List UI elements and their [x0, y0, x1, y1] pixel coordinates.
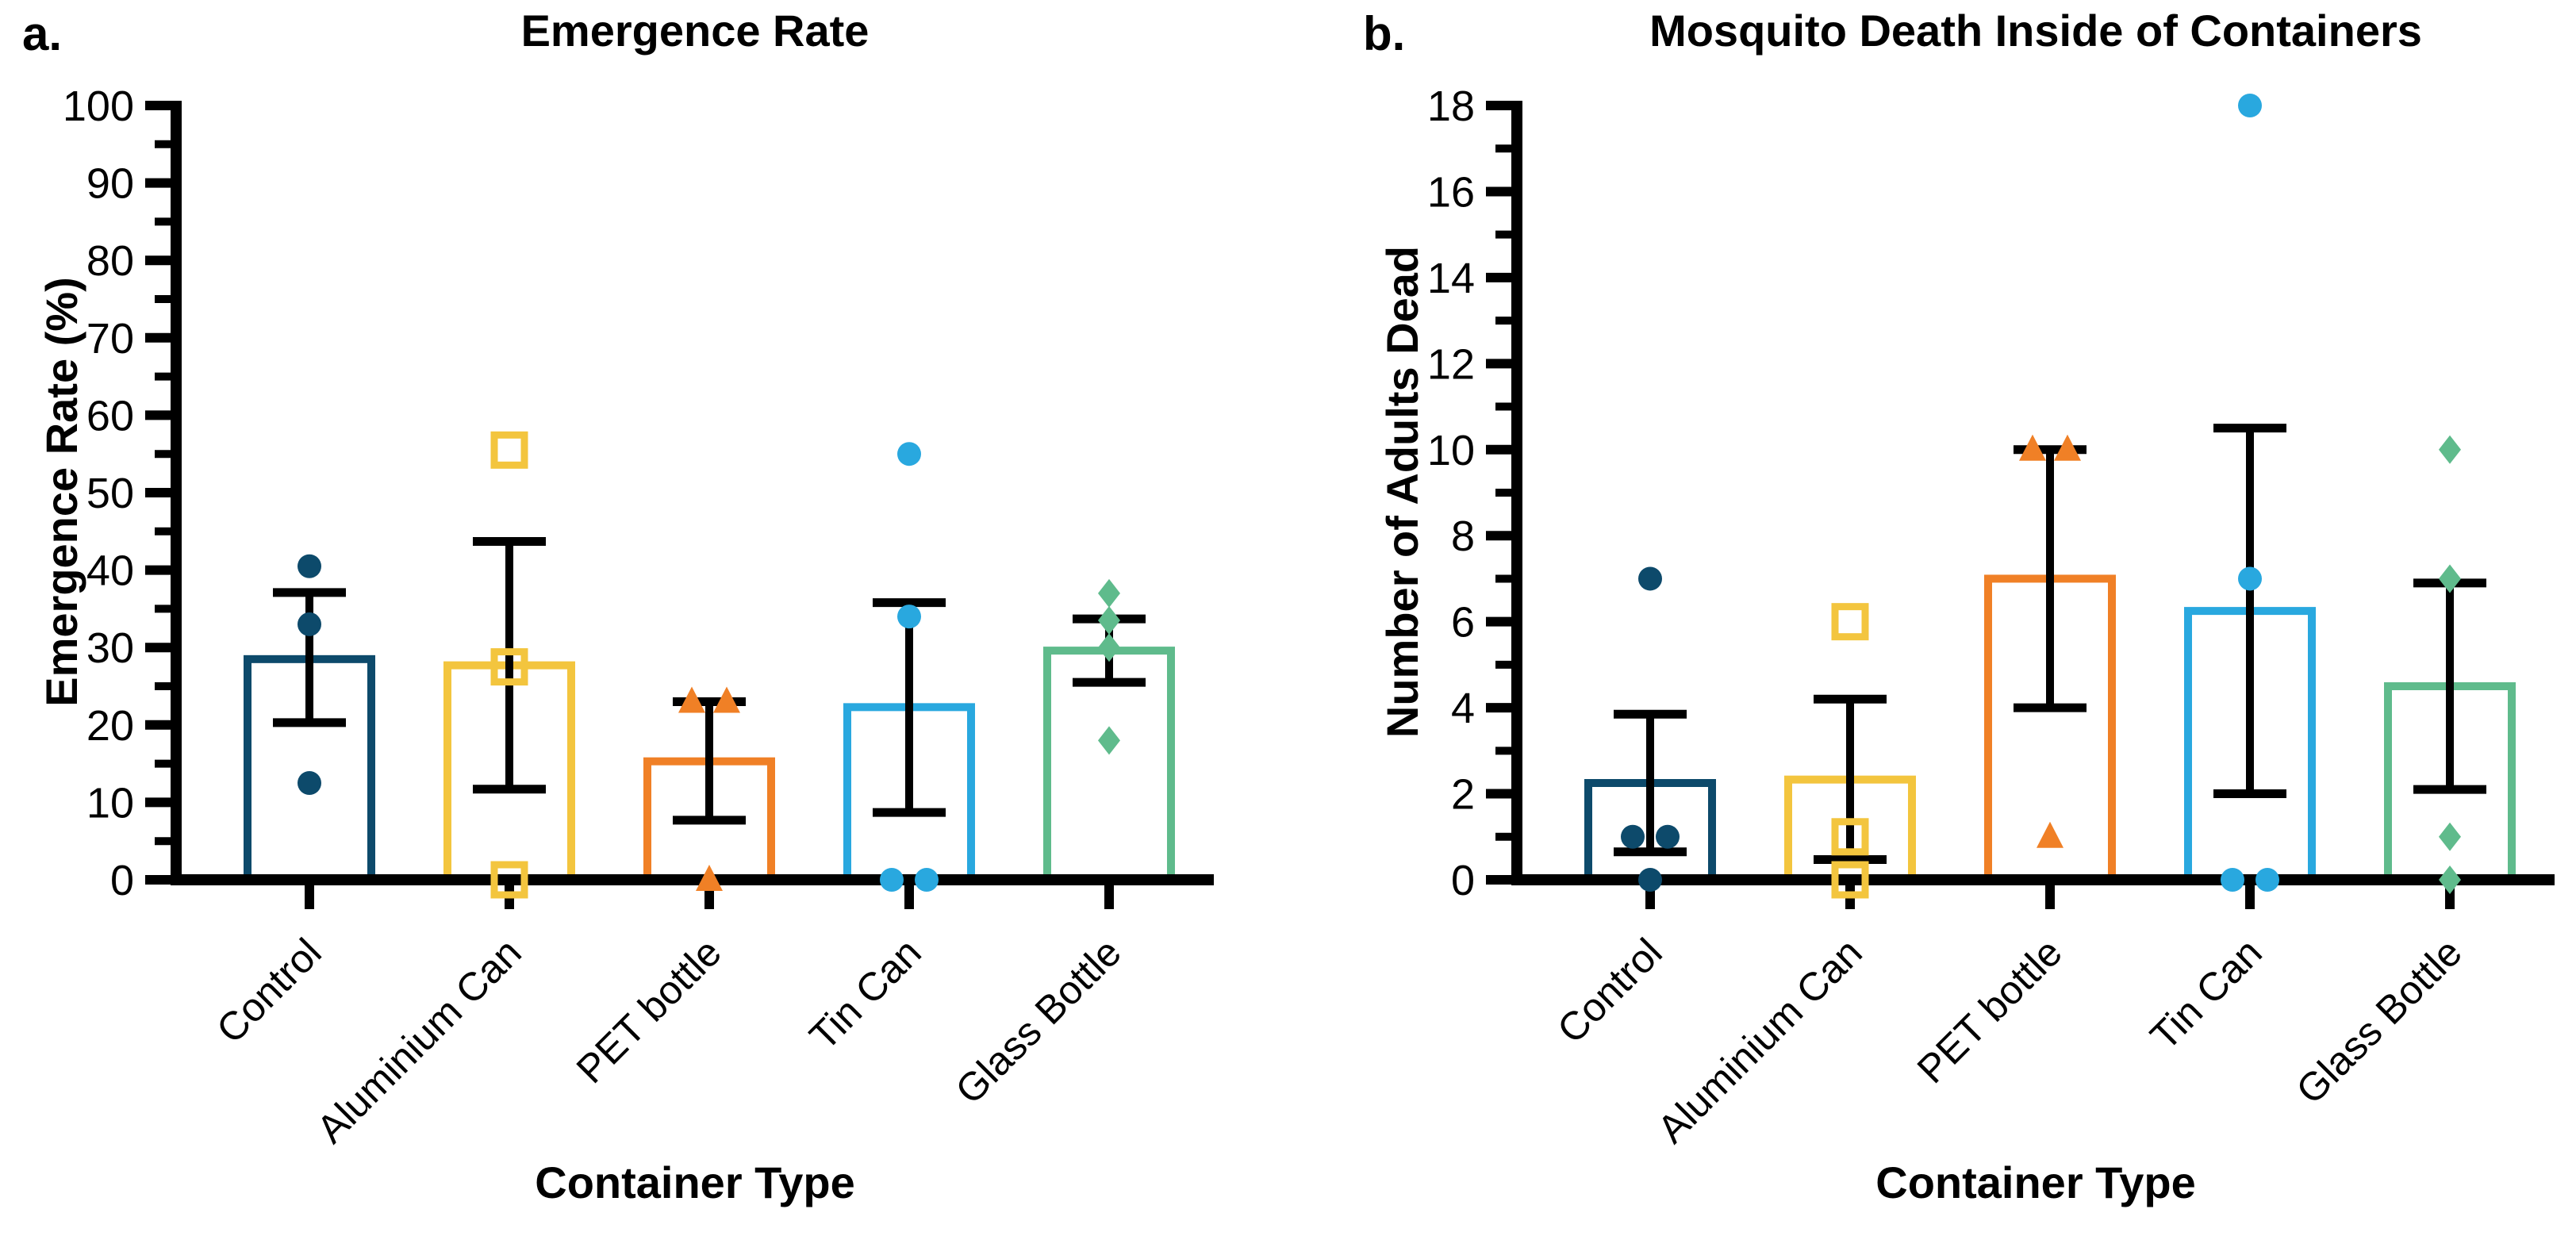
data-point-tin-can [880, 868, 904, 892]
y-tick-label: 0 [110, 857, 134, 904]
data-point-glass-bottle [1098, 578, 1120, 608]
y-tick-label: 8 [1451, 512, 1475, 560]
data-point-tin-can [915, 868, 939, 892]
data-point-control [298, 771, 321, 795]
y-tick-label: 80 [86, 237, 134, 285]
data-point-control [1638, 868, 1662, 892]
y-tick-label: 30 [86, 624, 134, 672]
data-point-glass-bottle [1098, 726, 1120, 755]
points-layer [298, 431, 1120, 899]
data-point-control [1638, 566, 1662, 591]
x-tick-label-pet-bottle: PET bottle [1909, 930, 2071, 1092]
data-point-aluminium-can [1831, 861, 1869, 899]
y-tick-label: 16 [1427, 168, 1475, 216]
data-point-tin-can [2238, 566, 2262, 591]
data-point-pet-bottle [2037, 821, 2063, 848]
data-point-glass-bottle [2439, 564, 2461, 593]
data-point-tin-can [897, 442, 921, 466]
y-tick-label: 40 [86, 547, 134, 595]
data-point-tin-can [2255, 868, 2279, 892]
data-point-pet-bottle [2054, 434, 2081, 461]
panel-a-y-axis-title: Emergence Rate (%) [36, 277, 86, 707]
panel-a-label: a. [22, 7, 63, 60]
panel-a: Control Aluminium Can PET bottle Tin Can Gla… [0, 0, 1235, 1236]
data-point-tin-can [2238, 94, 2262, 117]
y-tick-label: 10 [1427, 427, 1475, 474]
data-point-pet-bottle [2019, 434, 2046, 461]
panel-b-label: b. [1363, 7, 1406, 60]
x-tick-label-pet-bottle: PET bottle [568, 930, 730, 1092]
data-point-control [1656, 824, 1680, 849]
x-tick-label-control: Control [1549, 930, 1671, 1052]
data-point-aluminium-can [490, 431, 528, 469]
points-layer [1621, 94, 2461, 899]
panel-b-y-axis-title: Number of Adults Dead [1377, 245, 1427, 739]
y-tick-label: 100 [63, 83, 134, 130]
data-point-glass-bottle [2439, 435, 2461, 464]
x-tick-label-aluminium-can: Aluminium Can [308, 930, 529, 1151]
x-tick-label-aluminium-can: Aluminium Can [1649, 930, 1870, 1151]
y-tick-label: 12 [1427, 340, 1475, 388]
data-point-tin-can [897, 605, 921, 629]
y-tick-label: 2 [1451, 771, 1475, 819]
data-point-pet-bottle [696, 865, 723, 891]
y-tick-label: 14 [1427, 255, 1475, 302]
y-tick-label: 50 [86, 470, 134, 517]
data-point-aluminium-can [490, 648, 528, 686]
data-point-tin-can [2221, 868, 2244, 892]
data-point-aluminium-can [490, 861, 528, 899]
x-tick-label-control: Control [208, 930, 330, 1052]
y-tick-label: 18 [1427, 83, 1475, 130]
y-tick-label: 10 [86, 779, 134, 827]
x-tick-label-tin-can: Tin Can [801, 930, 930, 1058]
data-point-aluminium-can [1831, 818, 1869, 856]
y-tick-label: 6 [1451, 599, 1475, 647]
data-point-glass-bottle [1098, 633, 1120, 662]
data-point-control [1621, 824, 1645, 849]
panel-b-x-axis-title: Container Type [1875, 1157, 2196, 1207]
data-point-pet-bottle [678, 686, 705, 713]
panel-a-title: Emergence Rate [520, 6, 870, 56]
x-tick-label-glass-bottle: Glass Bottle [2288, 930, 2470, 1112]
x-tick-label-glass-bottle: Glass Bottle [947, 930, 1130, 1112]
data-point-pet-bottle [713, 686, 740, 713]
panel-b: Control Aluminium Can PET bottle Tin Can Gla… [1341, 0, 2576, 1236]
data-point-glass-bottle [2439, 822, 2461, 851]
y-tick-label: 70 [86, 315, 134, 363]
x-tick-label-tin-can: Tin Can [2142, 930, 2271, 1058]
data-point-glass-bottle [2439, 866, 2461, 894]
y-tick-label: 90 [86, 160, 134, 208]
y-tick-label: 0 [1451, 857, 1475, 904]
y-tick-label: 4 [1451, 685, 1475, 732]
panel-a-x-axis-title: Container Type [535, 1157, 855, 1207]
panel-b-title: Mosquito Death Inside of Containers [1649, 6, 2422, 56]
data-point-aluminium-can [1831, 603, 1869, 641]
y-tick-label: 20 [86, 702, 134, 750]
error-bars-layer [273, 536, 1146, 825]
y-tick-label: 60 [86, 392, 134, 440]
data-point-control [298, 612, 321, 636]
data-point-glass-bottle [1098, 606, 1120, 635]
data-point-control [298, 554, 321, 578]
